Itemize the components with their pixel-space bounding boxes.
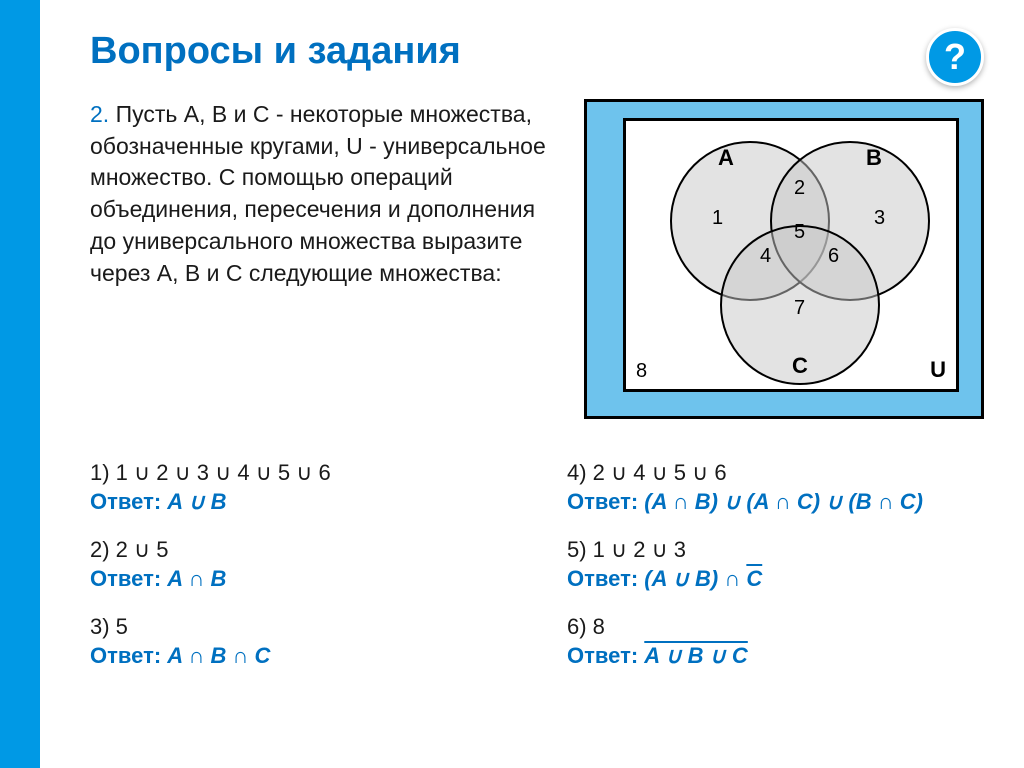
answer-a: Ответ: (A ∩ B) ∪ (A ∩ C) ∪ (B ∩ C): [567, 488, 984, 517]
answer-a: Ответ: A ∩ B: [90, 565, 507, 594]
slide-content: ? Вопросы и задания 2. Пусть А, В и С - …: [40, 0, 1024, 768]
answer-item-5: 5) 1 ∪ 2 ∪ 3 Ответ: (A ∪ B) ∩ C: [567, 536, 984, 593]
answer-a: Ответ: A ∩ B ∩ C: [90, 642, 507, 671]
answer-prefix: Ответ:: [90, 489, 167, 514]
answer-item-4: 4) 2 ∪ 4 ∪ 5 ∪ 6 Ответ: (A ∩ B) ∪ (A ∩ C…: [567, 459, 984, 516]
answers-grid: 1) 1 ∪ 2 ∪ 3 ∪ 4 ∪ 5 ∪ 6 Ответ: A ∪ B 2)…: [90, 459, 984, 691]
answer-q: 6) 8: [567, 613, 984, 642]
venn-region-8: 8: [636, 360, 647, 383]
venn-region-6: 6: [828, 245, 839, 268]
answer-prefix: Ответ:: [567, 566, 644, 591]
answer-expr: A ∩ B ∩ C: [167, 643, 270, 668]
answer-prefix: Ответ:: [567, 643, 644, 668]
question-text: Пусть А, В и С - некоторые множества, об…: [90, 101, 546, 286]
answer-item-3: 3) 5 Ответ: A ∩ B ∩ C: [90, 613, 507, 670]
venn-label-a: A: [718, 145, 734, 171]
body-row: 2. Пусть А, В и С - некоторые множества,…: [90, 99, 984, 419]
answer-expr-plain: (A ∪ B) ∩: [644, 566, 746, 591]
question-number: 2.: [90, 101, 109, 127]
venn-label-c: C: [792, 353, 808, 379]
venn-region-3: 3: [874, 207, 885, 230]
venn-region-7: 7: [794, 297, 805, 320]
venn-panel: A B C U 1 2 3 4 5 6 7 8: [584, 99, 984, 419]
help-icon: ?: [926, 28, 984, 86]
answer-a: Ответ: (A ∪ B) ∩ C: [567, 565, 984, 594]
page-title: Вопросы и задания: [90, 30, 984, 73]
answer-q: 3) 5: [90, 613, 507, 642]
answer-item-1: 1) 1 ∪ 2 ∪ 3 ∪ 4 ∪ 5 ∪ 6 Ответ: A ∪ B: [90, 459, 507, 516]
answer-prefix: Ответ:: [90, 643, 167, 668]
answer-expr: A ∪ B: [167, 489, 226, 514]
venn-universe-box: A B C U 1 2 3 4 5 6 7 8: [623, 118, 959, 392]
answer-q: 4) 2 ∪ 4 ∪ 5 ∪ 6: [567, 459, 984, 488]
answer-q: 2) 2 ∪ 5: [90, 536, 507, 565]
answers-col-right: 4) 2 ∪ 4 ∪ 5 ∪ 6 Ответ: (A ∩ B) ∪ (A ∩ C…: [567, 459, 984, 691]
answer-a: Ответ: A ∪ B: [90, 488, 507, 517]
answer-expr-overline: A ∪ B ∪ C: [644, 643, 748, 668]
answer-expr: A ∩ B: [167, 566, 226, 591]
venn-region-5: 5: [794, 221, 805, 244]
venn-region-4: 4: [760, 245, 771, 268]
answer-a: Ответ: A ∪ B ∪ C: [567, 642, 984, 671]
answers-col-left: 1) 1 ∪ 2 ∪ 3 ∪ 4 ∪ 5 ∪ 6 Ответ: A ∪ B 2)…: [90, 459, 507, 691]
question-prompt: 2. Пусть А, В и С - некоторые множества,…: [90, 99, 554, 289]
answer-expr-overline: C: [746, 566, 762, 591]
left-accent-band: [0, 0, 40, 768]
venn-region-1: 1: [712, 207, 723, 230]
venn-label-b: B: [866, 145, 882, 171]
answer-prefix: Ответ:: [90, 566, 167, 591]
answer-item-6: 6) 8 Ответ: A ∪ B ∪ C: [567, 613, 984, 670]
venn-region-2: 2: [794, 177, 805, 200]
answer-expr: (A ∩ B) ∪ (A ∩ C) ∪ (B ∩ C): [644, 489, 923, 514]
answer-item-2: 2) 2 ∪ 5 Ответ: A ∩ B: [90, 536, 507, 593]
answer-prefix: Ответ:: [567, 489, 644, 514]
venn-label-u: U: [930, 357, 946, 383]
answer-q: 1) 1 ∪ 2 ∪ 3 ∪ 4 ∪ 5 ∪ 6: [90, 459, 507, 488]
answer-q: 5) 1 ∪ 2 ∪ 3: [567, 536, 984, 565]
